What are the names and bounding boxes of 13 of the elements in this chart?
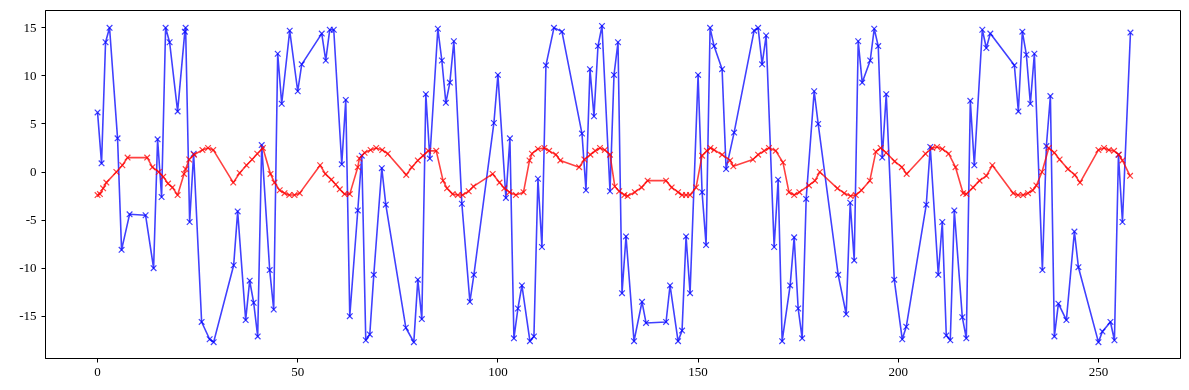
x-tick-label: 200 xyxy=(888,363,908,379)
y-tick-label: 5 xyxy=(30,115,37,131)
y-tick-label: -5 xyxy=(25,212,37,228)
y-tick-label: 15 xyxy=(23,19,37,35)
y-tick-label: -15 xyxy=(19,308,37,324)
x-tick-label: 100 xyxy=(488,363,508,379)
x-tick-label: 50 xyxy=(291,363,305,379)
y-tick-label: -10 xyxy=(19,260,37,276)
x-tick-label: 150 xyxy=(688,363,708,379)
x-tick-label: 250 xyxy=(1088,363,1109,379)
x-tick-label: 0 xyxy=(94,363,101,379)
y-tick-label: 0 xyxy=(30,164,37,179)
y-tick-label: 10 xyxy=(23,67,37,83)
